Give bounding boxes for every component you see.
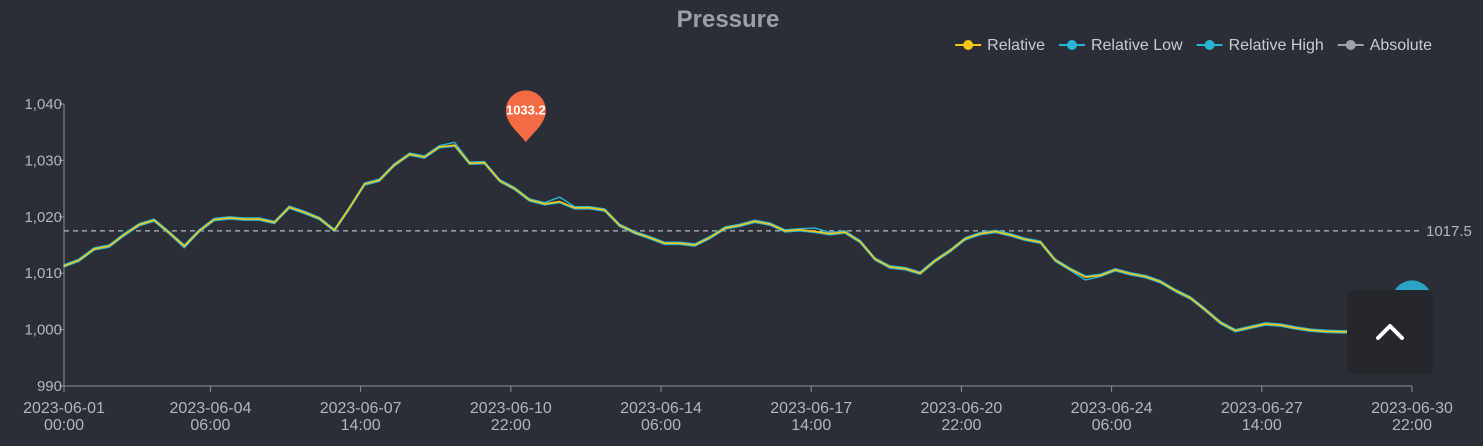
- x-tick-time-label: 06:00: [190, 417, 230, 434]
- x-tick-date-label: 2023-06-20: [920, 400, 1002, 417]
- legend-item[interactable]: Relative Low: [1058, 37, 1183, 54]
- legend-label: Relative: [987, 37, 1045, 54]
- series-line-relative-high: [63, 141, 1413, 332]
- chevron-up-icon: [1376, 324, 1404, 340]
- y-tick-label: 1,030: [24, 152, 62, 169]
- y-tick-label: 1,020: [24, 209, 62, 226]
- y-ticks: 1,040 1,030 1,020 1,010 1,000 990: [24, 96, 64, 395]
- legend-label: Relative High: [1229, 37, 1324, 54]
- x-tick-time-label: 06:00: [1092, 417, 1132, 434]
- max-marker-shape: [505, 90, 546, 143]
- x-tick-time-label: 22:00: [491, 417, 531, 434]
- x-tick-time-label: 22:00: [941, 417, 981, 434]
- y-tick-label: 990: [37, 378, 62, 395]
- legend-label: Absolute: [1370, 37, 1432, 54]
- average-line-group: 1017.5: [64, 223, 1472, 240]
- axes: [63, 104, 1412, 387]
- legend-item[interactable]: Absolute: [1337, 37, 1432, 54]
- x-tick-date-label: 2023-06-07: [320, 400, 402, 417]
- legend-dot-icon: [963, 40, 974, 50]
- x-tick-time-label: 00:00: [44, 417, 84, 434]
- x-tick-date-label: 2023-06-24: [1071, 400, 1153, 417]
- series-line-relative-low: [63, 145, 1413, 335]
- x-tick-date-label: 2023-06-27: [1221, 400, 1303, 417]
- x-tick-time-label: 14:00: [791, 417, 831, 434]
- x-tick-date-label: 2023-06-30: [1371, 400, 1453, 417]
- y-tick-label: 1,000: [24, 322, 62, 339]
- scroll-to-top-button[interactable]: [1347, 290, 1433, 374]
- chart-title: Pressure: [677, 6, 780, 33]
- x-tick-date-label: 2023-06-17: [770, 400, 852, 417]
- x-tick-date-label: 2023-06-04: [170, 400, 252, 417]
- markers: 1033.2999.5: [505, 90, 1432, 333]
- max-marker: 1033.2: [505, 90, 546, 143]
- series-line-relative: [63, 144, 1413, 334]
- average-label: 1017.5: [1426, 223, 1472, 240]
- legend: Relative Relative Low Relative High Absolut…: [955, 37, 1432, 54]
- x-tick-time-label: 14:00: [1242, 417, 1282, 434]
- max-marker-label: 1033.2: [506, 102, 546, 117]
- legend-dot-icon: [1345, 40, 1356, 50]
- x-tick-time-label: 14:00: [341, 417, 381, 434]
- x-tick-time-label: 06:00: [641, 417, 681, 434]
- legend-item[interactable]: Relative High: [1196, 37, 1324, 54]
- legend-label: Relative Low: [1091, 37, 1183, 54]
- y-tick-label: 1,040: [24, 96, 62, 113]
- x-tick-time-label: 22:00: [1392, 417, 1432, 434]
- legend-dot-icon: [1066, 40, 1077, 50]
- series: [63, 141, 1413, 335]
- y-tick-label: 1,010: [24, 265, 62, 282]
- legend-item[interactable]: Relative: [955, 37, 1045, 54]
- legend-dot-icon: [1204, 40, 1215, 50]
- x-tick-date-label: 2023-06-01: [23, 400, 105, 417]
- x-tick-date-label: 2023-06-10: [470, 400, 552, 417]
- x-ticks: 2023-06-0100:002023-06-0406:002023-06-07…: [23, 386, 1453, 434]
- x-tick-date-label: 2023-06-14: [620, 400, 702, 417]
